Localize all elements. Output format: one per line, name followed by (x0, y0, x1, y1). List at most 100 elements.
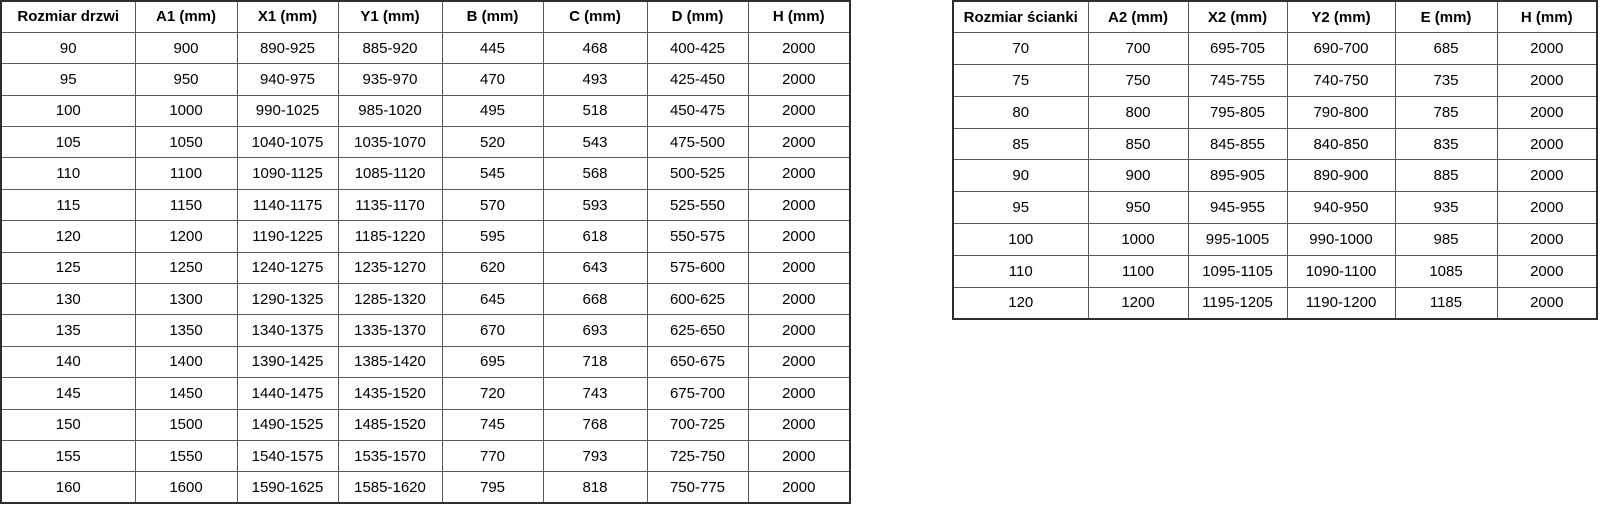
table-cell: 155 (0, 439, 136, 473)
table-cell: 890-900 (1286, 159, 1396, 193)
table-cell: 70 (952, 32, 1089, 66)
table-cell: 795 (441, 471, 544, 504)
table-cell: 940-975 (236, 63, 339, 96)
table-row: 160 1600 1590-1625 1585-1620 795 818 750-775 20… (0, 471, 851, 504)
table-cell: 1195-1205 (1187, 286, 1288, 320)
table-cell: 1100 (134, 157, 238, 190)
table-cell: 135 (0, 314, 136, 347)
table-cell: 935 (1394, 191, 1498, 225)
table-cell: 985 (1394, 223, 1498, 256)
table-cell: 1085 (1394, 254, 1498, 288)
table-cell: 1250 (134, 251, 238, 285)
table-cell: 520 (441, 126, 544, 159)
table-cell: 1240-1275 (236, 251, 339, 285)
table-cell: 885-920 (337, 31, 443, 65)
table-cell: 700 (1087, 32, 1189, 66)
table-cell: 90 (0, 31, 136, 65)
table-cell: 1085-1120 (337, 157, 443, 190)
table-cell: 140 (0, 345, 136, 379)
column-header: Y2 (mm) (1286, 0, 1396, 34)
door-size-table: Rozmiar drzwi A1 (mm) X1 (mm) Y1 (mm) B … (0, 0, 851, 505)
column-header: E (mm) (1394, 0, 1498, 34)
table-cell: 475-500 (646, 126, 749, 159)
table-cell: 2000 (747, 188, 851, 222)
table-cell: 675-700 (646, 377, 749, 410)
table-cell: 1095-1105 (1187, 254, 1288, 288)
table-row: 105 1050 1040-1075 1035-1070 520 543 475-500 20… (0, 126, 851, 159)
table-cell: 770 (441, 439, 544, 473)
table-cell: 493 (542, 63, 648, 96)
table-row: 140 1400 1390-1425 1385-1420 695 718 650-675 20… (0, 345, 851, 379)
table-cell: 935-970 (337, 63, 443, 96)
table-cell: 2000 (1496, 223, 1598, 256)
table-cell: 725-750 (646, 439, 749, 473)
table-cell: 1285-1320 (337, 283, 443, 316)
column-header: D (mm) (646, 0, 749, 33)
table-row: 115 1150 1140-1175 1135-1170 570 593 525-550 20… (0, 188, 851, 222)
table-cell: 1050 (134, 126, 238, 159)
table-cell: 1585-1620 (337, 471, 443, 504)
table-cell: 120 (0, 220, 136, 253)
table-cell: 1490-1525 (236, 408, 339, 441)
table-cell: 625-650 (646, 314, 749, 347)
table-row: 90 900 895-905 890-900 885 2000 (952, 159, 1598, 193)
table-cell: 518 (542, 94, 648, 128)
table-row: 135 1350 1340-1375 1335-1370 670 693 625-650 20… (0, 314, 851, 347)
table-cell: 2000 (747, 157, 851, 190)
table-cell: 105 (0, 126, 136, 159)
table-cell: 2000 (747, 63, 851, 96)
wall-size-table: Rozmiar ścianki A2 (mm) X2 (mm) Y2 (mm) … (952, 0, 1598, 320)
table-cell: 695 (441, 345, 544, 379)
table-cell: 543 (542, 126, 648, 159)
table-cell: 1350 (134, 314, 238, 347)
table-cell: 110 (952, 254, 1089, 288)
table-cell: 525-550 (646, 188, 749, 222)
table-row: 155 1550 1540-1575 1535-1570 770 793 725-750 20… (0, 439, 851, 473)
table-cell: 900 (134, 31, 238, 65)
table-cell: 700-725 (646, 408, 749, 441)
table-cell: 500-525 (646, 157, 749, 190)
table-cell: 550-575 (646, 220, 749, 253)
table-cell: 1035-1070 (337, 126, 443, 159)
table-cell: 845-855 (1187, 127, 1288, 161)
table-cell: 950 (134, 63, 238, 96)
table-cell: 1040-1075 (236, 126, 339, 159)
table-cell: 1440-1475 (236, 377, 339, 410)
table-cell: 2000 (1496, 95, 1598, 129)
table-cell: 1150 (134, 188, 238, 222)
table-cell: 1535-1570 (337, 439, 443, 473)
table-row: 95 950 945-955 940-950 935 2000 (952, 191, 1598, 225)
table-cell: 1550 (134, 439, 238, 473)
table-cell: 1000 (134, 94, 238, 128)
table-cell: 115 (0, 188, 136, 222)
table-cell: 1385-1420 (337, 345, 443, 379)
table-cell: 600-625 (646, 283, 749, 316)
column-header: X1 (mm) (236, 0, 339, 33)
column-header: A1 (mm) (134, 0, 238, 33)
table-cell: 145 (0, 377, 136, 410)
table-cell: 995-1005 (1187, 223, 1288, 256)
table-cell: 620 (441, 251, 544, 285)
table-cell: 1590-1625 (236, 471, 339, 504)
table-cell: 745-755 (1187, 64, 1288, 97)
table-cell: 400-425 (646, 31, 749, 65)
table-cell: 545 (441, 157, 544, 190)
table-cell: 718 (542, 345, 648, 379)
table-cell: 2000 (1496, 32, 1598, 66)
table-cell: 125 (0, 251, 136, 285)
table-cell: 690-700 (1286, 32, 1396, 66)
table-cell: 695-705 (1187, 32, 1288, 66)
table-cell: 890-925 (236, 31, 339, 65)
table-cell: 668 (542, 283, 648, 316)
table-cell: 85 (952, 127, 1089, 161)
table-cell: 2000 (1496, 159, 1598, 193)
table-cell: 95 (952, 191, 1089, 225)
table-cell: 2000 (1496, 254, 1598, 288)
table-cell: 800 (1087, 95, 1189, 129)
table-cell: 1435-1520 (337, 377, 443, 410)
table-cell: 80 (952, 95, 1089, 129)
table-row: 100 1000 995-1005 990-1000 985 2000 (952, 223, 1598, 256)
table-cell: 2000 (747, 220, 851, 253)
table-cell: 850 (1087, 127, 1189, 161)
table-cell: 650-675 (646, 345, 749, 379)
